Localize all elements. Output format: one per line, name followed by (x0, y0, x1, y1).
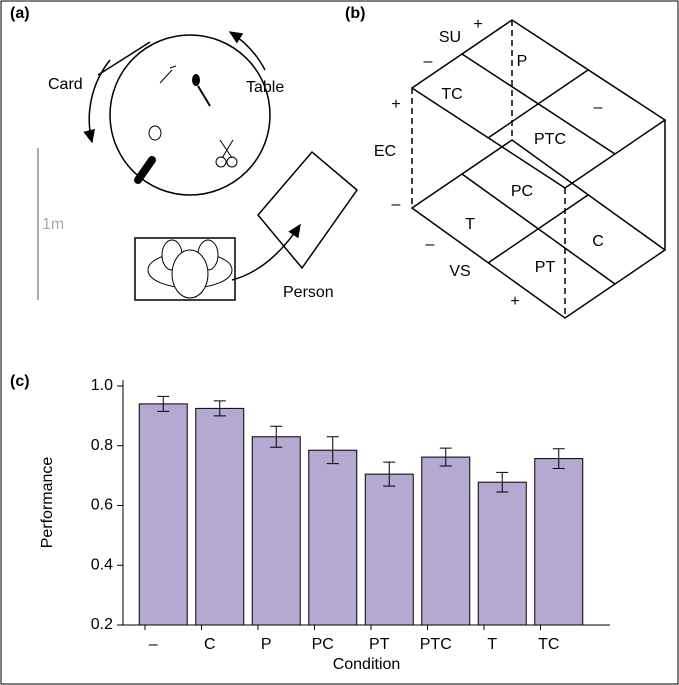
bar (309, 450, 357, 625)
cube-label: EC (374, 143, 396, 160)
bar (422, 457, 470, 625)
page: (a) (b) (c) Card Table 1m Person SU+–PTC… (0, 0, 679, 685)
y-tick-label: 0.6 (91, 497, 113, 514)
bar (196, 408, 244, 625)
cube-label: + (473, 16, 482, 33)
x-axis-label: Condition (333, 656, 401, 673)
cube-label: PC (511, 183, 533, 200)
x-tick-label: P (261, 636, 272, 653)
panel-label: (a) (10, 5, 30, 22)
bar (365, 474, 413, 625)
figure: (a) (b) (c) Card Table 1m Person SU+–PTC… (0, 0, 679, 685)
panel-label: (c) (10, 373, 30, 390)
x-tick-label: C (204, 636, 216, 653)
bar (535, 459, 583, 625)
cube-label: P (517, 53, 528, 70)
cube-label: – (594, 99, 603, 116)
x-tick-label: PTC (420, 636, 452, 653)
cube-label: + (391, 96, 400, 113)
y-tick-label: 0.8 (91, 437, 113, 454)
cube-label: VS (449, 263, 470, 280)
y-tick-label: 0.4 (91, 556, 113, 573)
table-label: Table (246, 79, 284, 96)
cube-label: T (465, 216, 475, 233)
cube-label: PTC (534, 131, 566, 148)
panel-label: (b) (345, 5, 365, 22)
y-tick-label: 1.0 (91, 377, 113, 394)
card-label: Card (48, 76, 83, 93)
x-tick-label: – (149, 636, 158, 653)
room-diagram (38, 32, 357, 300)
bar (478, 482, 526, 625)
bar (252, 437, 300, 625)
bar (139, 404, 187, 625)
y-tick-label: 0.2 (91, 616, 113, 633)
scale-label: 1m (42, 216, 64, 233)
cube-label: – (426, 236, 435, 253)
x-tick-label: T (487, 636, 497, 653)
cube-label: TC (441, 86, 462, 103)
cube-label: C (592, 233, 604, 250)
cube-label: – (424, 53, 433, 70)
cube-label: – (392, 196, 401, 213)
cube-label: SU (439, 29, 461, 46)
cube-label: PT (535, 259, 556, 276)
cube-label: + (510, 293, 519, 310)
person-label: Person (283, 284, 334, 301)
x-tick-label: PC (312, 636, 334, 653)
x-tick-label: TC (538, 636, 559, 653)
y-axis-label: Performance (39, 457, 56, 549)
x-tick-label: PT (369, 636, 390, 653)
